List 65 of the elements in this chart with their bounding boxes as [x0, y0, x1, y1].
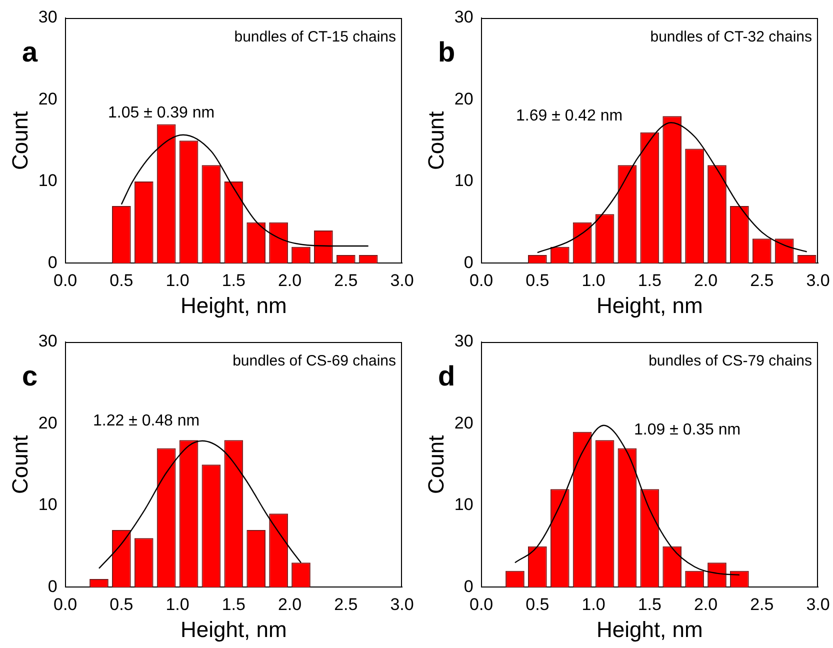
y-tick-label: 20	[38, 413, 58, 432]
x-tick-label: 1.5	[222, 271, 246, 290]
x-tick-label: 0.0	[469, 271, 494, 290]
x-tick-label: 0.5	[110, 595, 134, 614]
x-tick-label: 0.5	[526, 595, 550, 614]
y-tick-label: 10	[454, 495, 474, 514]
annotation: 1.05 ± 0.39 nm	[108, 104, 215, 122]
annotation: bundles of CS-69 chains	[232, 352, 396, 370]
annotation: bundles of CT-15 chains	[234, 28, 396, 46]
annotation: 1.69 ± 0.42 nm	[516, 107, 623, 124]
x-tick-label: 2.5	[750, 271, 774, 290]
x-tick-label: 1.5	[638, 271, 662, 290]
y-tick-label: 30	[38, 332, 58, 351]
y-tick-label: 20	[454, 413, 474, 432]
x-axis-title: Height, nm	[180, 292, 287, 318]
x-tick-label: 0.0	[53, 271, 78, 290]
y-tick-label: 20	[38, 89, 58, 108]
x-tick-label: 2.5	[334, 595, 358, 614]
y-tick-label: 10	[454, 171, 474, 190]
x-tick-label: 2.5	[334, 271, 358, 290]
x-tick-label: 2.0	[694, 595, 718, 614]
x-tick-label: 1.5	[222, 595, 246, 614]
x-tick-label: 1.0	[582, 595, 606, 614]
x-tick-label: 0.0	[469, 595, 494, 614]
x-tick-label: 3.0	[806, 595, 830, 614]
x-tick-label: 2.0	[694, 271, 718, 290]
y-axis-title: Count	[423, 111, 448, 170]
y-tick-label: 30	[454, 8, 474, 27]
y-tick-label: 20	[454, 89, 474, 108]
x-tick-label: 0.0	[53, 595, 78, 614]
annotation: bundles of CT-32 chains	[650, 28, 812, 46]
x-tick-label: 0.5	[526, 271, 550, 290]
y-tick-label: 0	[464, 576, 474, 596]
text: a	[22, 36, 38, 68]
y-tick-label: 0	[464, 252, 474, 272]
x-axis-title: Height, nm	[180, 616, 287, 642]
x-tick-label: 2.0	[278, 595, 302, 614]
y-tick-label: 30	[454, 332, 474, 351]
annotation: 1.22 ± 0.48 nm	[93, 412, 200, 430]
y-tick-label: 0	[48, 252, 58, 272]
y-tick-label: 10	[38, 495, 58, 514]
text: b	[438, 36, 456, 68]
text: d	[438, 360, 456, 392]
x-tick-label: 0.5	[110, 271, 134, 290]
annotation: bundles of CS-79 chains	[648, 352, 812, 370]
x-tick-label: 3.0	[390, 595, 414, 614]
x-axis-title: Height, nm	[596, 292, 703, 318]
line-series	[120, 134, 369, 247]
y-axis-title: Count	[7, 111, 32, 170]
y-tick-label: 0	[48, 576, 58, 596]
text: c	[22, 360, 38, 392]
annotation: 1.09 ± 0.35 nm	[634, 421, 741, 438]
x-axis-title: Height, nm	[596, 616, 703, 642]
x-tick-label: 3.0	[390, 271, 414, 290]
x-tick-label: 1.0	[166, 271, 190, 290]
y-axis-title: Count	[423, 435, 448, 494]
x-tick-label: 2.5	[750, 595, 774, 614]
y-axis-title: Count	[7, 435, 32, 494]
x-tick-label: 1.0	[166, 595, 190, 614]
x-tick-label: 2.0	[278, 271, 302, 290]
y-tick-label: 30	[38, 8, 58, 27]
x-tick-label: 1.0	[582, 271, 606, 290]
y-tick-label: 10	[38, 171, 58, 190]
x-tick-label: 1.5	[638, 595, 662, 614]
x-tick-label: 3.0	[806, 271, 830, 290]
